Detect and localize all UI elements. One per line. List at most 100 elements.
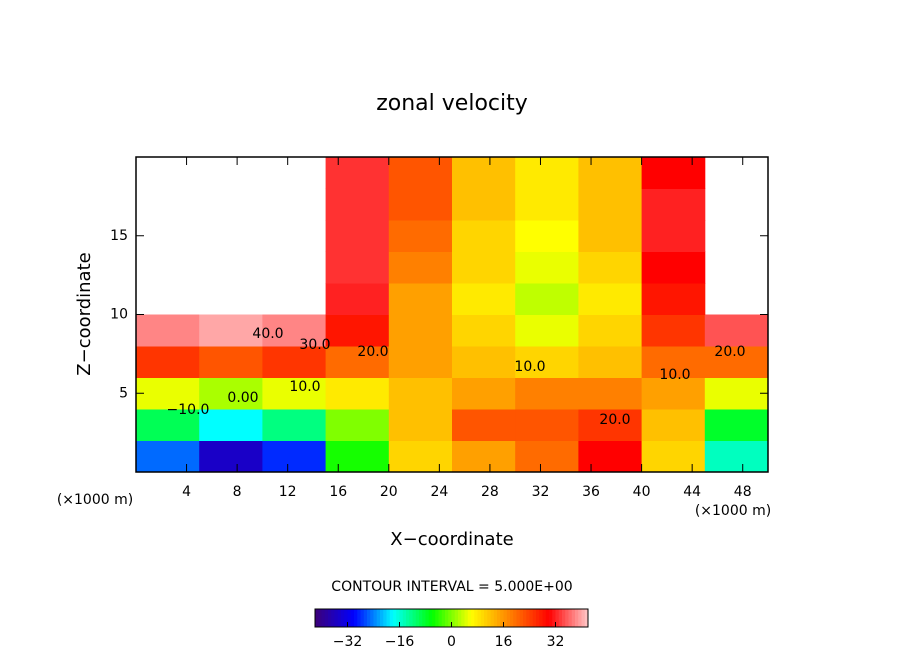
contour-cell xyxy=(515,346,579,378)
x-tick-label: 8 xyxy=(233,484,242,500)
contour-cell xyxy=(452,346,516,378)
colorbar-segment xyxy=(474,609,478,627)
colorbar-segment xyxy=(471,609,475,627)
contour-label: 10.0 xyxy=(514,359,545,375)
colorbar-segment xyxy=(441,609,446,627)
contour-cell xyxy=(325,377,390,410)
colorbar-tick-label: 16 xyxy=(495,634,513,650)
colorbar-segment xyxy=(354,609,358,627)
colorbar-segment xyxy=(415,609,420,627)
contour-cell xyxy=(578,251,643,284)
colorbar-segment xyxy=(568,609,573,627)
colorbar-segment xyxy=(562,609,566,627)
colorbar-segment xyxy=(477,609,482,627)
colorbar-segment xyxy=(324,609,329,627)
contour-cell xyxy=(136,346,200,378)
colorbar-segment xyxy=(422,609,426,627)
colorbar-segment xyxy=(516,609,521,627)
colorbar-segment xyxy=(389,609,394,627)
contour-cell xyxy=(199,440,263,473)
colorbar-segment xyxy=(519,609,524,627)
x-tick-label: 20 xyxy=(380,484,398,500)
contour-cell xyxy=(578,346,643,378)
x-unit-label: (×1000 m) xyxy=(695,503,771,519)
contour-label: 0.00 xyxy=(227,390,258,406)
colorbar-segment xyxy=(510,609,514,627)
contour-cell xyxy=(515,314,579,347)
contour-cell xyxy=(704,440,769,473)
colorbar-segment xyxy=(532,609,537,627)
colorbar-segment xyxy=(406,609,410,627)
contour-cell xyxy=(515,409,579,441)
contour-cell xyxy=(325,283,390,315)
y-tick-label: 10 xyxy=(110,307,128,323)
x-tick-label: 28 xyxy=(481,484,499,500)
y-tick-label: 15 xyxy=(110,228,128,244)
colorbar-segment xyxy=(363,609,368,627)
colorbar-segment xyxy=(318,609,322,627)
colorbar-segment xyxy=(523,609,527,627)
colorbar-segment xyxy=(376,609,381,627)
contour-cell xyxy=(136,440,200,473)
contour-cell xyxy=(199,346,263,378)
contour-cell xyxy=(641,251,706,284)
contour-cell xyxy=(452,440,516,473)
contour-label: 20.0 xyxy=(599,412,630,428)
contour-cell xyxy=(388,346,453,378)
contour-cell xyxy=(325,314,390,347)
colorbar-segment xyxy=(357,609,361,627)
colorbar-segment xyxy=(445,609,449,627)
contour-interval: CONTOUR INTERVAL = 5.000E+00 xyxy=(331,579,572,595)
contour-cell xyxy=(515,157,579,189)
colorbar-segment xyxy=(412,609,417,627)
colorbar-segment xyxy=(386,609,391,627)
contour-cell xyxy=(199,314,263,347)
colorbar-segment xyxy=(571,609,576,627)
colorbar-segment xyxy=(438,609,443,627)
colorbar-segment xyxy=(555,609,560,627)
contour-cell xyxy=(136,409,200,441)
colorbar-segment xyxy=(409,609,413,627)
contour-cell xyxy=(641,283,706,315)
colorbar-segment xyxy=(341,609,345,627)
colorbar-segment xyxy=(344,609,348,627)
contour-cell xyxy=(262,314,327,347)
colorbar-segment xyxy=(380,609,384,627)
colorbar-segment xyxy=(402,609,407,627)
colorbar-segment xyxy=(461,609,465,627)
contour-cell xyxy=(388,157,453,189)
x-unit-label: (×1000 m) xyxy=(57,492,133,508)
contour-label: 20.0 xyxy=(714,344,745,360)
contour-cell xyxy=(452,409,516,441)
contour-cell xyxy=(578,283,643,315)
contour-cell xyxy=(388,409,453,441)
colorbar-segment xyxy=(513,609,517,627)
contour-cell xyxy=(452,314,516,347)
contour-cell xyxy=(388,251,453,284)
colorbar-segment xyxy=(542,609,547,627)
contour-label: 40.0 xyxy=(252,326,283,342)
colorbar-segment xyxy=(451,609,456,627)
colorbar-segment xyxy=(328,609,332,627)
contour-cell xyxy=(704,409,769,441)
contour-cell xyxy=(578,409,643,441)
contour-cell xyxy=(641,377,706,410)
colorbar-tick-label: 0 xyxy=(447,634,456,650)
colorbar-segment xyxy=(367,609,371,627)
contour-cell xyxy=(704,377,769,410)
contour-cell xyxy=(515,377,579,410)
colorbar-segment xyxy=(575,609,579,627)
colorbar-segment xyxy=(435,609,439,627)
colorbar-segment xyxy=(425,609,430,627)
contour-cell xyxy=(641,409,706,441)
contour-cell xyxy=(136,377,200,410)
chart-title: zonal velocity xyxy=(376,91,528,116)
contour-label: 20.0 xyxy=(357,344,388,360)
contour-cell xyxy=(704,346,769,378)
y-tick-label: 5 xyxy=(119,385,128,401)
contour-cell xyxy=(515,220,579,252)
contour-cell xyxy=(641,314,706,347)
colorbar-tick-label: −16 xyxy=(385,634,415,650)
colorbar-segment xyxy=(552,609,556,627)
colorbar-segment xyxy=(432,609,436,627)
